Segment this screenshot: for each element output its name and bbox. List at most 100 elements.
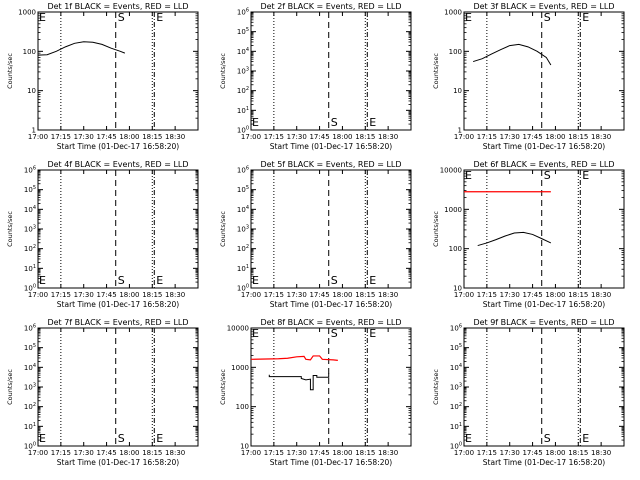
x-tick-label: 18:30: [591, 291, 611, 299]
chart-panel-5: Det 5f BLACK = Events, RED = LLD Counts/s…: [219, 160, 412, 309]
y-tick-label: 1000: [18, 9, 36, 17]
x-tick-label: 18:00: [545, 291, 565, 299]
y-tick-label: 10000: [440, 167, 462, 175]
plot-frame: [463, 169, 625, 289]
x-tick-label: 17:30: [287, 449, 307, 457]
y-tick-label: 103: [450, 383, 462, 392]
end-marker: E: [156, 11, 163, 24]
x-tick-label: 17:00: [454, 133, 474, 141]
chart-title: Det 7f BLACK = Events, RED = LLD: [47, 318, 188, 327]
x-tick-label: 17:15: [477, 449, 497, 457]
y-tick-label: 10: [240, 443, 249, 451]
y-axis-label: Counts/sec: [219, 211, 227, 247]
y-axis-label: Counts/sec: [6, 211, 14, 247]
y-tick-label: 106: [237, 8, 249, 17]
x-tick-label: 17:45: [522, 449, 542, 457]
x-tick-label: 17:15: [51, 133, 71, 141]
x-tick-label: 17:30: [74, 133, 94, 141]
plot-frame: [463, 11, 625, 131]
x-axis-label: Start Time (01-Dec-17 16:58:20): [483, 300, 605, 309]
plot-frame: [250, 169, 412, 289]
x-tick-label: 17:45: [96, 291, 116, 299]
x-tick-label: 18:30: [165, 291, 185, 299]
x-axis-label: Start Time (01-Dec-17 16:58:20): [270, 300, 392, 309]
y-tick-label: 104: [237, 47, 249, 56]
y-tick-label: 103: [237, 67, 249, 76]
y-axis-label: Counts/sec: [219, 53, 227, 89]
chart-panel-1: Det 1f BLACK = Events, RED = LLD Counts/s…: [6, 2, 199, 151]
x-tick-label: 17:45: [522, 291, 542, 299]
x-tick-label: 17:15: [264, 449, 284, 457]
x-tick-label: 18:30: [591, 449, 611, 457]
x-tick-label: 17:15: [51, 449, 71, 457]
x-tick-label: 17:45: [309, 133, 329, 141]
plot-frame: [250, 11, 412, 131]
x-tick-label: 18:15: [142, 449, 162, 457]
x-axis-label: Start Time (01-Dec-17 16:58:20): [57, 142, 179, 151]
x-tick-label: 17:45: [522, 133, 542, 141]
x-axis-label: Start Time (01-Dec-17 16:58:20): [57, 458, 179, 467]
y-tick-label: 104: [24, 205, 36, 214]
x-tick-label: 17:00: [28, 291, 48, 299]
chart-title: Det 2f BLACK = Events, RED = LLD: [260, 2, 401, 11]
x-tick-label: 17:00: [28, 133, 48, 141]
x-tick-label: 18:15: [355, 449, 375, 457]
y-tick-label: 1: [32, 127, 36, 135]
x-tick-label: 18:15: [355, 133, 375, 141]
y-axis-label: Counts/sec: [432, 53, 440, 89]
x-tick-label: 18:00: [332, 291, 352, 299]
y-tick-label: 102: [24, 402, 36, 411]
start-marker: S: [544, 11, 551, 24]
y-tick-label: 103: [237, 225, 249, 234]
y-tick-label: 101: [24, 264, 36, 273]
y-tick-label: 100: [450, 442, 462, 451]
x-tick-label: 18:30: [591, 133, 611, 141]
chart-title: Det 1f BLACK = Events, RED = LLD: [47, 2, 188, 11]
x-tick-label: 17:00: [241, 449, 261, 457]
x-tick-label: 18:15: [568, 291, 588, 299]
corner-end-marker: E: [252, 274, 259, 287]
y-tick-label: 10: [453, 285, 462, 293]
events-series: [268, 373, 330, 391]
y-tick-label: 10000: [227, 325, 249, 333]
x-tick-label: 17:00: [241, 133, 261, 141]
x-tick-label: 17:30: [287, 133, 307, 141]
y-tick-label: 106: [24, 166, 36, 175]
y-tick-label: 106: [450, 324, 462, 333]
y-tick-label: 100: [236, 403, 249, 411]
corner-end-marker: E: [252, 116, 259, 129]
end-marker: E: [582, 432, 589, 445]
y-tick-label: 104: [24, 363, 36, 372]
y-tick-label: 101: [450, 422, 462, 431]
y-tick-label: 100: [237, 284, 249, 293]
plot-frame: [37, 327, 199, 447]
y-axis-label: Counts/sec: [6, 53, 14, 89]
x-axis-label: Start Time (01-Dec-17 16:58:20): [483, 458, 605, 467]
x-tick-label: 18:30: [165, 449, 185, 457]
events-series: [477, 231, 552, 247]
x-tick-label: 18:00: [332, 133, 352, 141]
x-tick-label: 18:00: [119, 449, 139, 457]
chart-title: Det 4f BLACK = Events, RED = LLD: [47, 160, 188, 169]
y-tick-label: 106: [237, 166, 249, 175]
x-axis-label: Start Time (01-Dec-17 16:58:20): [270, 142, 392, 151]
y-tick-label: 100: [449, 245, 462, 253]
y-tick-label: 102: [450, 402, 462, 411]
x-tick-label: 18:30: [378, 133, 398, 141]
y-tick-label: 100: [237, 126, 249, 135]
x-tick-label: 17:45: [96, 449, 116, 457]
x-tick-label: 18:00: [119, 133, 139, 141]
chart-title: Det 9f BLACK = Events, RED = LLD: [473, 318, 614, 327]
end-marker: E: [156, 274, 163, 287]
y-axis-label: Counts/sec: [6, 369, 14, 405]
y-tick-label: 104: [450, 363, 462, 372]
corner-end-marker: E: [39, 11, 46, 24]
x-tick-label: 18:00: [332, 449, 352, 457]
start-marker: S: [331, 274, 338, 287]
chart-panel-9: Det 9f BLACK = Events, RED = LLD Counts/s…: [432, 318, 625, 467]
y-tick-label: 104: [237, 205, 249, 214]
x-tick-label: 17:15: [264, 133, 284, 141]
y-tick-label: 101: [237, 264, 249, 273]
chart-panel-2: Det 2f BLACK = Events, RED = LLD Counts/s…: [219, 2, 412, 151]
corner-end-marker: E: [252, 327, 259, 340]
